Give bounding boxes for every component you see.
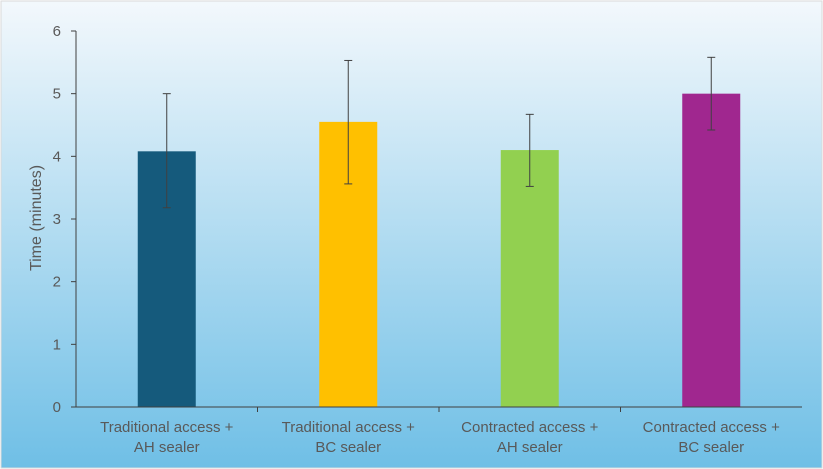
y-axis-title: Time (minutes): [28, 165, 45, 271]
error-bars: [162, 56, 716, 209]
x-axis-labels: Traditional access + AH sealer Traditional…: [100, 419, 780, 456]
x-category-label: BC sealer: [315, 439, 381, 456]
bars: [137, 93, 741, 408]
y-tick-label: 5: [53, 86, 61, 103]
x-category-label: AH sealer: [134, 439, 200, 456]
y-tick-label: 2: [53, 274, 61, 291]
bar: [500, 150, 559, 408]
y-tick-label: 6: [53, 23, 61, 40]
x-category-label: BC sealer: [678, 439, 744, 456]
y-axis-ticks: 0 1 2 3 4 5 6: [53, 23, 621, 416]
x-category-label: AH sealer: [497, 439, 563, 456]
y-tick-label: 4: [53, 148, 61, 165]
x-category-label: Contracted access +: [643, 419, 780, 436]
y-tick-label: 3: [53, 211, 61, 228]
x-category-label: Contracted access +: [461, 419, 598, 436]
y-tick-label: 1: [53, 336, 61, 353]
bar: [682, 93, 741, 408]
x-category-label: Traditional access +: [282, 419, 415, 436]
y-tick-label: 0: [53, 399, 61, 416]
x-category-label: Traditional access +: [100, 419, 233, 436]
